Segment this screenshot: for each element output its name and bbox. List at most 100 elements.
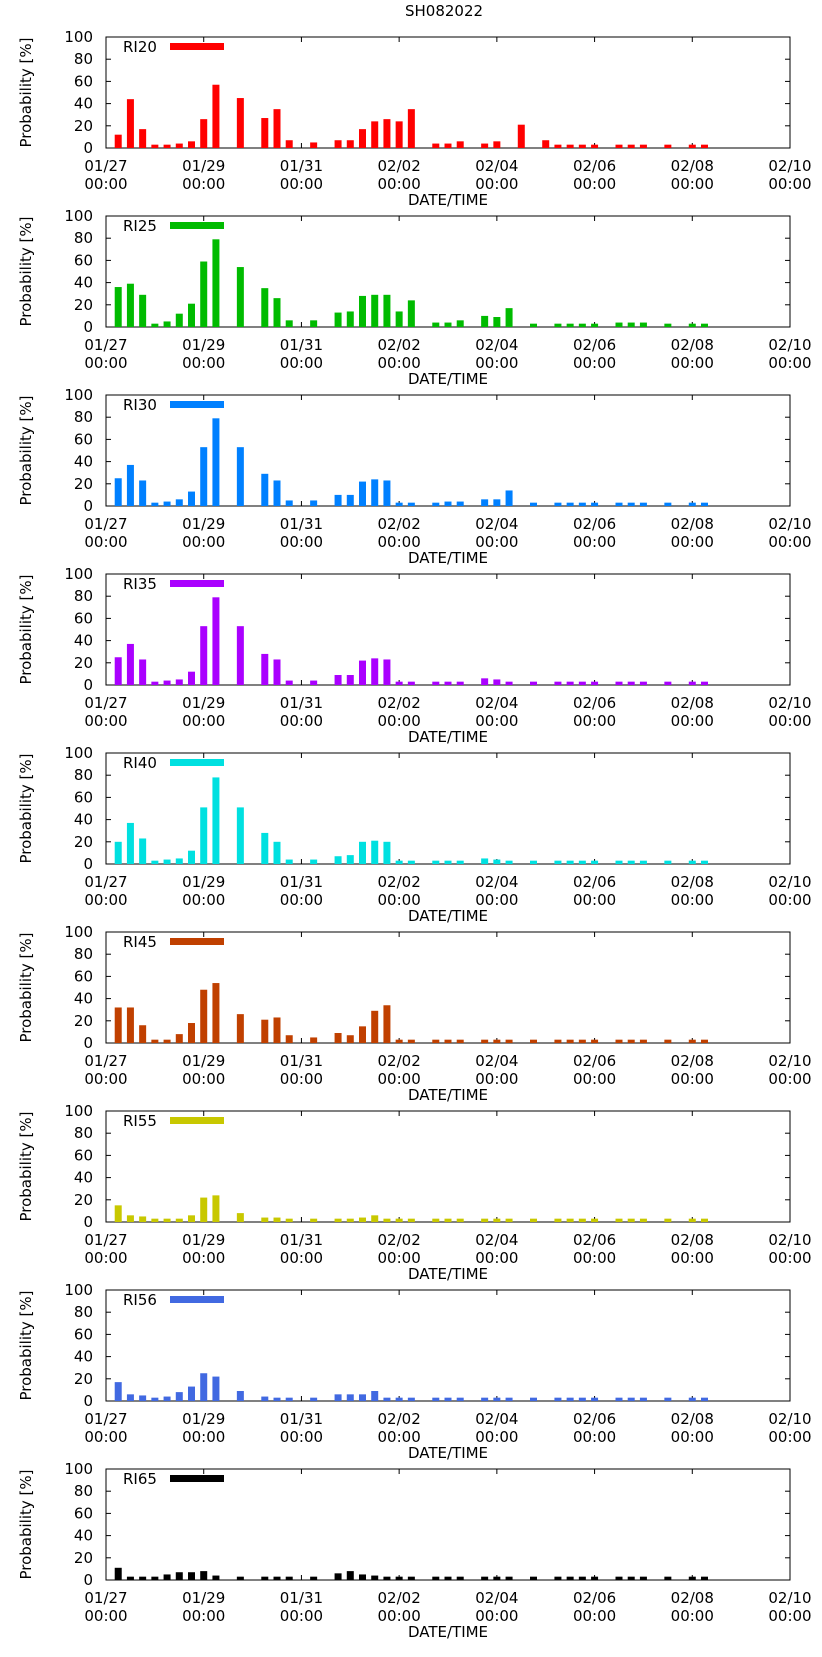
bar [212, 597, 220, 685]
x-axis-label: DATE/TIME [408, 549, 488, 567]
y-tick-label: 40 [74, 453, 93, 471]
x-tick-label: 01/31 00:00 [280, 1231, 323, 1267]
bar [505, 1397, 513, 1401]
bar [566, 1039, 574, 1043]
bar [505, 681, 513, 685]
y-tick-label: 20 [74, 833, 93, 851]
bar [444, 1397, 452, 1401]
bar [615, 681, 623, 685]
bar [346, 1035, 354, 1043]
y-tick-label: 20 [74, 475, 93, 493]
bar [566, 860, 574, 864]
bar [114, 478, 122, 506]
bar [554, 1576, 562, 1580]
bar [188, 1386, 195, 1401]
bar [627, 1218, 635, 1222]
x-axis-label: DATE/TIME [408, 1086, 488, 1104]
x-tick-label: 02/08 00:00 [671, 694, 714, 730]
bar [200, 989, 208, 1043]
bar [285, 1035, 293, 1043]
bar [310, 1218, 318, 1222]
legend-swatch [170, 1117, 224, 1124]
bar [175, 143, 183, 148]
bar [346, 1218, 354, 1222]
bar [261, 1217, 269, 1222]
x-tick-label: 02/08 00:00 [671, 336, 714, 372]
panel-ri20: 0 20 40 60 80 100 Probability [%] 01/27 00:00 01/… [17, 28, 812, 209]
x-tick-label: 02/02 00:00 [378, 336, 421, 372]
x-tick-label: 01/31 00:00 [280, 873, 323, 909]
y-tick-label: 100 [64, 1460, 93, 1478]
x-tick-label: 02/06 00:00 [573, 1231, 616, 1267]
bar [530, 860, 537, 864]
bar [346, 1571, 354, 1580]
x-tick-label: 01/27 00:00 [84, 336, 127, 372]
x-tick-label: 02/04 00:00 [475, 694, 518, 730]
x-tick-label: 02/04 00:00 [475, 1231, 518, 1267]
bar [566, 144, 574, 148]
bar [493, 317, 501, 327]
x-tick-label: 01/29 00:00 [182, 515, 225, 551]
bar [530, 1218, 537, 1222]
x-tick-label: 01/29 00:00 [182, 1052, 225, 1088]
x-tick-label: 01/31 00:00 [280, 157, 323, 193]
bar [395, 1397, 403, 1401]
bar [346, 311, 354, 327]
x-tick-label: 01/27 00:00 [84, 1410, 127, 1446]
bar [688, 1397, 696, 1401]
bar [688, 1576, 696, 1580]
bar [566, 502, 574, 506]
y-tick-label: 60 [74, 1504, 93, 1522]
y-tick-label: 40 [74, 95, 93, 113]
y-tick-label: 20 [74, 1191, 93, 1209]
y-tick-label: 80 [74, 587, 93, 605]
bar [285, 320, 293, 327]
bar [493, 679, 501, 685]
bar [615, 1218, 623, 1222]
x-tick-label: 02/04 00:00 [475, 336, 518, 372]
bar [359, 1394, 366, 1401]
bar [493, 1576, 501, 1580]
bar [383, 294, 391, 327]
x-tick-label: 02/04 00:00 [475, 1410, 518, 1446]
x-tick-label: 01/29 00:00 [182, 336, 225, 372]
bar [481, 1039, 489, 1043]
bar [481, 499, 489, 506]
bar [688, 1218, 696, 1222]
bar [627, 1397, 635, 1401]
bar [578, 1576, 586, 1580]
y-tick-label: 0 [83, 1034, 93, 1052]
legend-swatch [170, 759, 224, 766]
bar [126, 643, 134, 685]
bar [285, 1218, 293, 1222]
bar [627, 322, 635, 327]
bar [554, 681, 562, 685]
x-tick-label: 01/27 00:00 [84, 694, 127, 730]
legend-label: RI56 [123, 1291, 157, 1309]
bar [200, 1571, 208, 1580]
bar [212, 1376, 220, 1401]
bar [664, 144, 672, 148]
bar [456, 1397, 464, 1401]
bar [701, 860, 708, 864]
figure-title: SH082022 [405, 2, 483, 20]
bar [334, 1218, 342, 1222]
bar [481, 143, 489, 148]
bar [371, 1575, 379, 1580]
x-tick-label: 01/31 00:00 [280, 336, 323, 372]
x-axis-label: DATE/TIME [408, 907, 488, 925]
bar [615, 1576, 623, 1580]
bar [701, 144, 708, 148]
bar [151, 502, 159, 506]
bar [444, 322, 452, 327]
panel-ri40: 0 20 40 60 80 100 Probability [%] 01/27 00:00 01/… [17, 744, 812, 925]
bar [139, 838, 147, 864]
x-tick-label: 02/02 00:00 [378, 515, 421, 551]
bar [615, 322, 623, 327]
bar [212, 239, 220, 327]
bar [188, 1023, 195, 1043]
y-tick-label: 0 [83, 855, 93, 873]
x-axis-label: DATE/TIME [408, 1265, 488, 1283]
x-tick-label: 02/06 00:00 [573, 694, 616, 730]
plot-frame [105, 215, 791, 328]
